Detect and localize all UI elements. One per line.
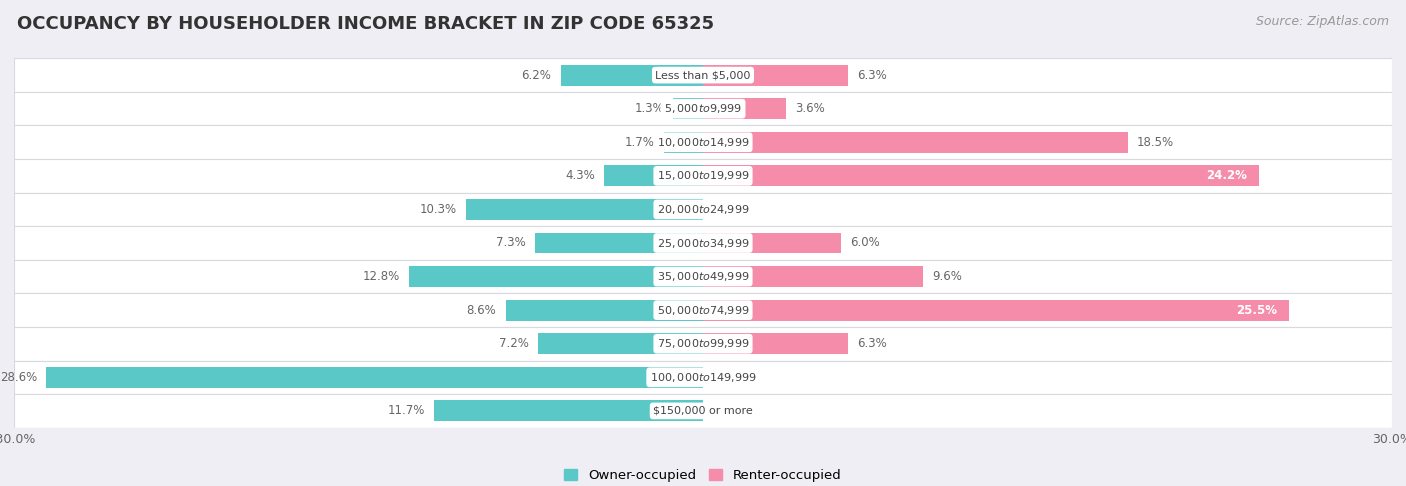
Text: $15,000 to $19,999: $15,000 to $19,999 (657, 169, 749, 182)
Text: 4.3%: 4.3% (565, 169, 595, 182)
Text: 10.3%: 10.3% (420, 203, 457, 216)
Bar (703, 165, 1258, 186)
FancyBboxPatch shape (14, 260, 1392, 294)
Text: 8.6%: 8.6% (467, 304, 496, 317)
Bar (46, 367, 703, 388)
FancyBboxPatch shape (14, 226, 1392, 260)
FancyBboxPatch shape (14, 159, 1392, 192)
FancyBboxPatch shape (14, 361, 1392, 394)
Bar (703, 132, 1128, 153)
Text: 7.2%: 7.2% (499, 337, 529, 350)
FancyBboxPatch shape (14, 58, 1392, 92)
Text: 6.0%: 6.0% (851, 237, 880, 249)
Text: 6.2%: 6.2% (522, 69, 551, 82)
Text: 0.0%: 0.0% (713, 404, 742, 417)
Bar (703, 333, 848, 354)
Text: 7.3%: 7.3% (496, 237, 526, 249)
Bar (703, 233, 841, 253)
Legend: Owner-occupied, Renter-occupied: Owner-occupied, Renter-occupied (560, 464, 846, 486)
Text: 28.6%: 28.6% (0, 371, 37, 384)
Text: 6.3%: 6.3% (856, 69, 887, 82)
Text: 0.0%: 0.0% (713, 203, 742, 216)
Bar (703, 300, 1289, 321)
Text: $50,000 to $74,999: $50,000 to $74,999 (657, 304, 749, 317)
Text: 0.0%: 0.0% (713, 371, 742, 384)
Text: $150,000 or more: $150,000 or more (654, 406, 752, 416)
Text: $35,000 to $49,999: $35,000 to $49,999 (657, 270, 749, 283)
Bar (703, 98, 786, 119)
Text: $100,000 to $149,999: $100,000 to $149,999 (650, 371, 756, 384)
Bar (703, 266, 924, 287)
Text: $5,000 to $9,999: $5,000 to $9,999 (664, 102, 742, 115)
FancyBboxPatch shape (14, 394, 1392, 428)
Text: $25,000 to $34,999: $25,000 to $34,999 (657, 237, 749, 249)
Bar (664, 132, 703, 153)
Text: 1.3%: 1.3% (634, 102, 664, 115)
FancyBboxPatch shape (14, 92, 1392, 125)
Text: 1.7%: 1.7% (624, 136, 655, 149)
Bar (506, 300, 703, 321)
Text: Source: ZipAtlas.com: Source: ZipAtlas.com (1256, 15, 1389, 28)
Text: 12.8%: 12.8% (363, 270, 399, 283)
FancyBboxPatch shape (14, 125, 1392, 159)
Text: $20,000 to $24,999: $20,000 to $24,999 (657, 203, 749, 216)
Text: 25.5%: 25.5% (1236, 304, 1277, 317)
Bar (536, 233, 703, 253)
FancyBboxPatch shape (14, 294, 1392, 327)
Bar (703, 65, 848, 86)
Bar (673, 98, 703, 119)
Bar (561, 65, 703, 86)
Text: $75,000 to $99,999: $75,000 to $99,999 (657, 337, 749, 350)
Bar (434, 400, 703, 421)
Bar (537, 333, 703, 354)
Bar (467, 199, 703, 220)
Text: Less than $5,000: Less than $5,000 (655, 70, 751, 80)
Text: $10,000 to $14,999: $10,000 to $14,999 (657, 136, 749, 149)
Bar (605, 165, 703, 186)
Text: 3.6%: 3.6% (794, 102, 824, 115)
Text: OCCUPANCY BY HOUSEHOLDER INCOME BRACKET IN ZIP CODE 65325: OCCUPANCY BY HOUSEHOLDER INCOME BRACKET … (17, 15, 714, 33)
Text: 6.3%: 6.3% (856, 337, 887, 350)
Bar (409, 266, 703, 287)
FancyBboxPatch shape (14, 192, 1392, 226)
Text: 9.6%: 9.6% (932, 270, 963, 283)
FancyBboxPatch shape (14, 327, 1392, 361)
Text: 18.5%: 18.5% (1137, 136, 1174, 149)
Text: 24.2%: 24.2% (1206, 169, 1247, 182)
Text: 11.7%: 11.7% (388, 404, 425, 417)
